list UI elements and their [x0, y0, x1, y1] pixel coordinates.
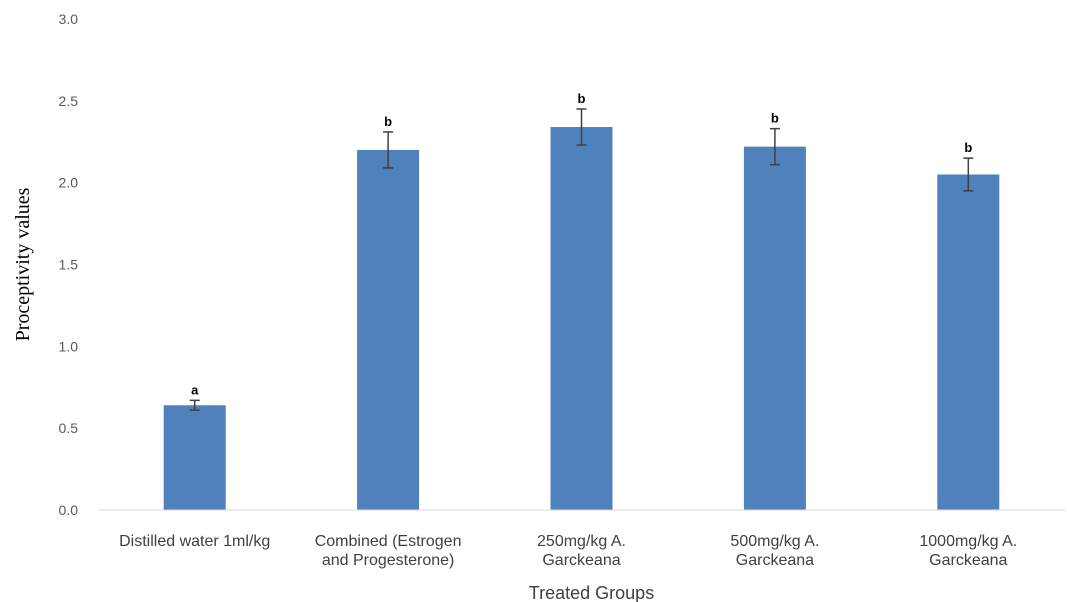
y-tick-label: 1.5 — [59, 257, 79, 273]
category-label: 250mg/kg A. Garckeana — [537, 533, 626, 569]
error-bar — [383, 131, 394, 169]
error-bar — [576, 108, 587, 146]
category-label: Distilled water 1ml/kg — [119, 533, 270, 550]
y-axis-ticks: 0.0 0.5 1.0 1.5 2.0 2.5 3.0 — [59, 11, 79, 518]
significance-label: b — [578, 91, 586, 106]
error-bars — [189, 108, 974, 411]
y-axis-label: Proceptivity values — [12, 187, 34, 341]
significance-label: b — [384, 114, 392, 129]
category-label: Combined (Estrogen and Progesterone) — [315, 533, 462, 569]
error-bar — [963, 157, 974, 192]
significance-label: b — [771, 111, 779, 126]
error-bar — [189, 399, 200, 411]
significance-label: b — [964, 140, 972, 155]
category-label: 1000mg/kg A. Garckeana — [919, 533, 1017, 569]
y-tick-label: 3.0 — [59, 11, 79, 27]
y-tick-label: 1.0 — [59, 338, 79, 354]
category-labels: Distilled water 1ml/kg Combined (Estrogen… — [119, 533, 1017, 569]
bar — [937, 174, 1000, 510]
y-tick-label: 2.0 — [59, 175, 79, 191]
x-axis-label: Treated Groups — [529, 583, 654, 602]
bar — [357, 149, 420, 510]
bar — [550, 127, 613, 511]
significance-labels: a b b b b — [191, 91, 972, 397]
error-bar — [769, 127, 780, 166]
y-tick-label: 2.5 — [59, 93, 79, 109]
bar — [743, 146, 806, 510]
category-label: 500mg/kg A. Garckeana — [730, 533, 819, 569]
y-tick-label: 0.0 — [59, 502, 79, 518]
y-tick-label: 0.5 — [59, 420, 79, 436]
bars — [163, 127, 1000, 511]
significance-label: a — [191, 382, 199, 397]
bar — [163, 405, 226, 510]
